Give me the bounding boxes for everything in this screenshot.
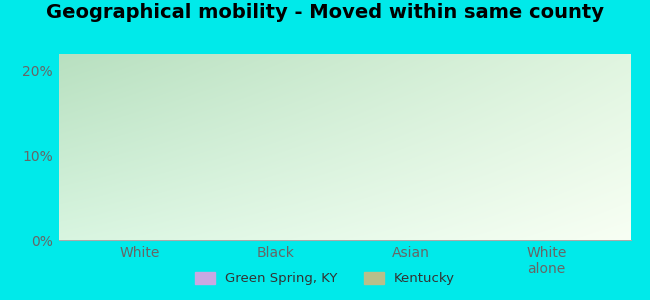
Bar [411,172,454,240]
Bar [96,227,140,240]
Bar [140,185,183,240]
Legend: Green Spring, KY, Kentucky: Green Spring, KY, Kentucky [190,266,460,290]
Bar [547,185,590,240]
Bar [276,151,318,240]
Text: Geographical mobility - Moved within same county: Geographical mobility - Moved within sam… [46,3,604,22]
Text: City-Data.com: City-Data.com [540,60,619,70]
Bar [503,227,547,240]
